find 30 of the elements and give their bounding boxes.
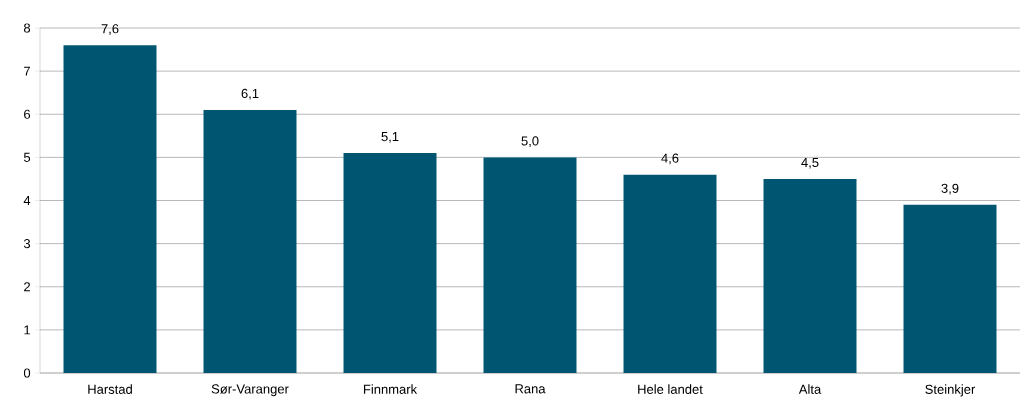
y-tick-label: 1	[24, 325, 30, 335]
data-label: 7,6	[101, 24, 119, 35]
bar	[63, 45, 157, 373]
x-tick-label: Harstad	[88, 384, 132, 394]
data-label: 5,0	[521, 136, 539, 147]
y-tick-label: 7	[24, 66, 30, 76]
bar	[203, 109, 297, 373]
y-tick-label: 5	[23, 152, 31, 162]
data-label: 4,5	[801, 157, 819, 169]
bar	[483, 157, 577, 373]
data-label: 5,1	[381, 132, 399, 143]
x-tick-label: Alta	[798, 384, 822, 394]
y-tick-label: 4	[23, 196, 31, 205]
data-label: 4,6	[661, 153, 679, 165]
bar	[343, 153, 437, 373]
x-tick-label: Finnmark	[363, 384, 418, 394]
data-label: 6,1	[241, 88, 259, 100]
y-tick-label: 0	[23, 368, 31, 378]
bar	[763, 178, 857, 373]
data-label: 3,9	[941, 183, 959, 195]
x-tick-label: Hele landet	[638, 384, 703, 394]
y-tick-label: 3	[23, 239, 31, 249]
bar	[623, 174, 717, 373]
y-tick-label: 2	[24, 282, 30, 292]
x-tick-label: Sør-Varanger	[211, 384, 289, 397]
y-tick-label: 6	[24, 109, 31, 119]
x-tick-label: Rana	[515, 384, 546, 394]
bar	[903, 204, 997, 373]
x-tick-label: Steinkjer	[925, 384, 976, 397]
y-tick-label: 8	[23, 23, 31, 33]
